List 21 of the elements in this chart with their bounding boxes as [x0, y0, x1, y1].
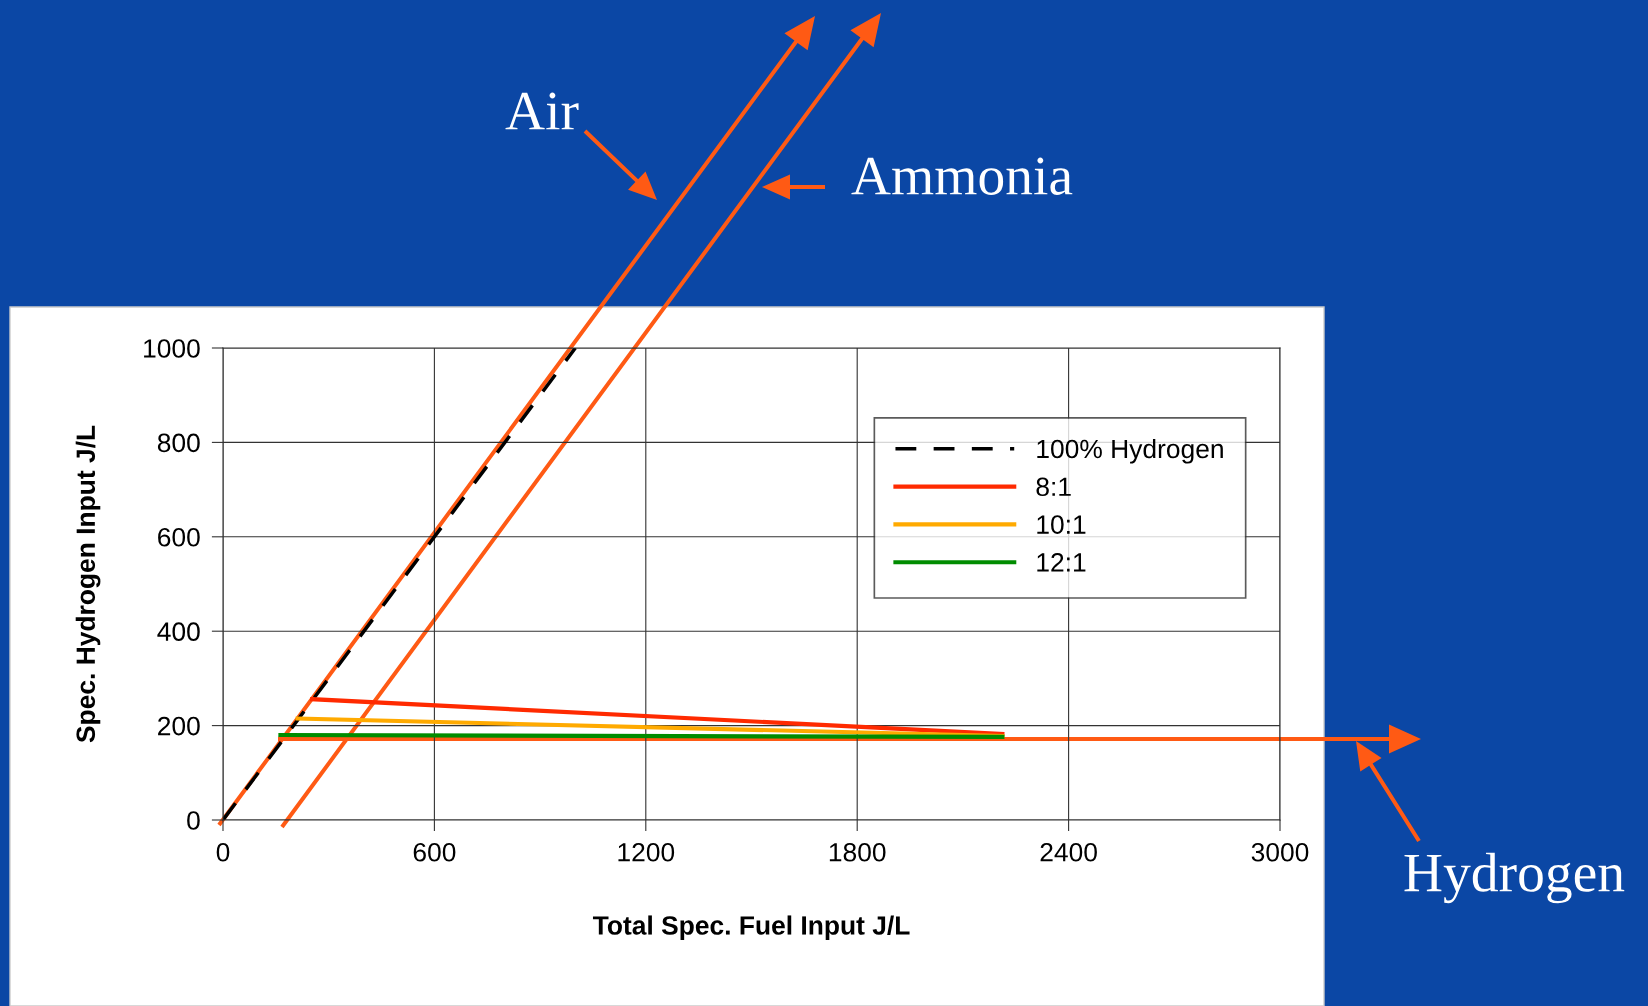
x-axis-title: Total Spec. Fuel Input J/L	[592, 915, 910, 941]
text: Hydrogen	[1404, 852, 1625, 904]
y-tick-label: 800	[157, 433, 200, 453]
legend-label: 100% Hydrogen	[1037, 438, 1223, 464]
legend-label: 8:1	[1036, 477, 1071, 497]
x-tick-label: 1800	[829, 842, 886, 862]
y-axis-title: Spec. Hydrogen Input J/L	[75, 425, 101, 743]
x-tick-label: 2400	[1040, 842, 1097, 862]
y-tick-label: 200	[158, 716, 200, 736]
x-tick-label: 0	[216, 842, 230, 862]
x-tick-label: 3000	[1251, 842, 1309, 862]
y-tick-label: 400	[157, 622, 200, 642]
x-tick-label: 1200	[618, 842, 675, 862]
y-tick-label: 0	[187, 811, 200, 830]
x-tick-label: 600	[413, 842, 456, 862]
text: Ammonia	[851, 157, 1073, 195]
y-tick-label: 600	[158, 527, 200, 547]
legend-label: 12:1	[1037, 553, 1086, 572]
y-tick-label: 1000	[144, 339, 200, 358]
text: Air	[505, 92, 579, 130]
legend-label: 10:1	[1037, 515, 1086, 534]
